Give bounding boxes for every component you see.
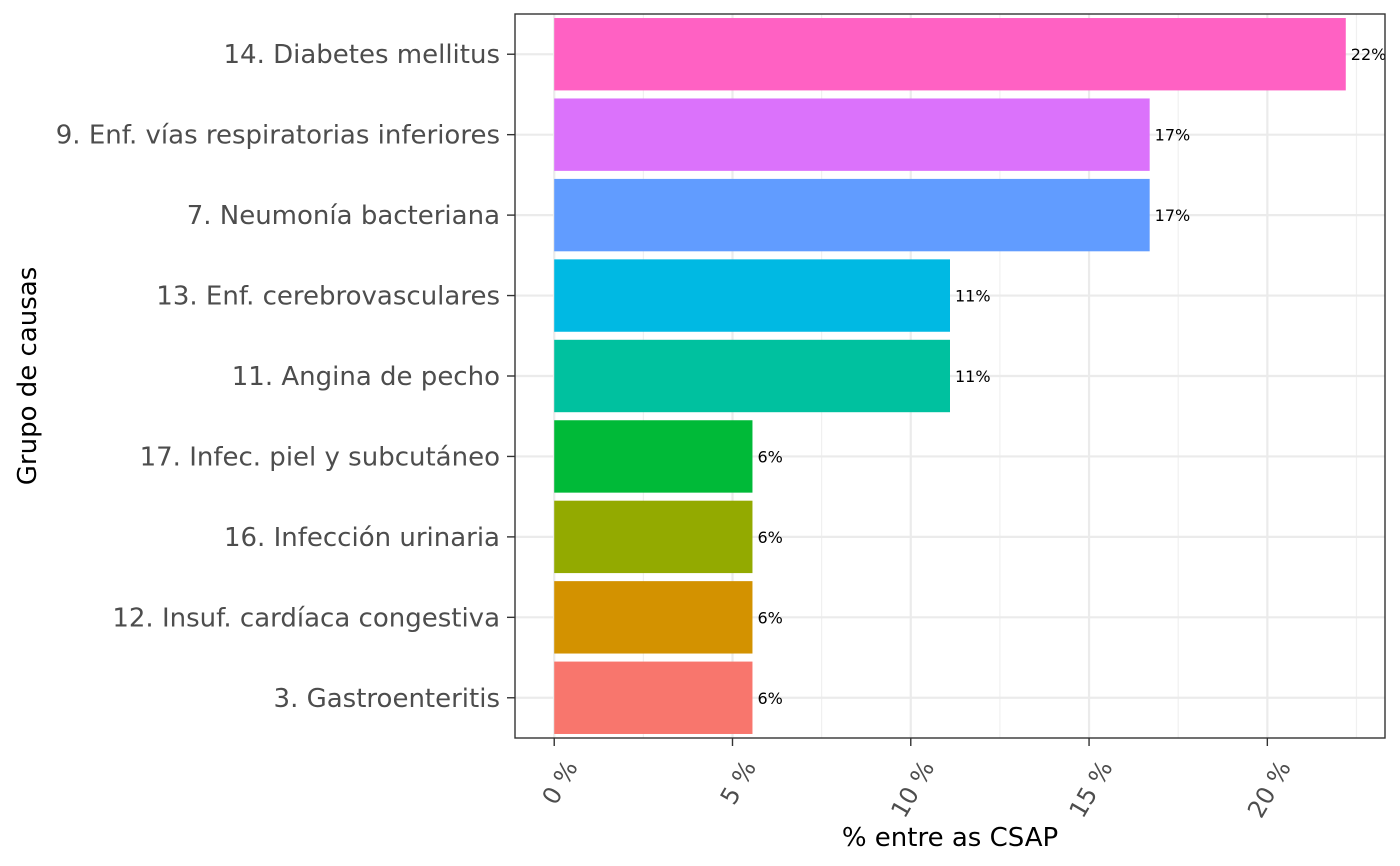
category-label: 3. Gastroenteritis [274,684,500,714]
bar [554,339,950,413]
bar [554,661,753,734]
bar [554,18,1346,91]
bars-group [554,18,1346,734]
category-label: 13. Enf. cerebrovasculares [156,282,500,312]
data-labels-group: 22% 17% 17% 11% 11% 6% 6% 6% 6% [757,45,1386,708]
bar-value-label: 6% [757,447,782,466]
bar [554,420,753,493]
bar [554,98,1150,171]
category-label: 16. Infección urinaria [224,523,500,553]
bar [554,178,1150,252]
category-label: 14. Diabetes mellitus [223,40,500,70]
category-label: 9. Enf. vías respiratorias inferiores [56,121,500,151]
y-axis-title: Grupo de causas [13,267,43,486]
bar [554,259,950,332]
bar-value-label: 6% [757,528,782,547]
bar-value-label: 22% [1351,45,1387,64]
category-labels-group: 14. Diabetes mellitus 9. Enf. vías respir… [56,40,515,714]
bar [554,581,753,654]
bar [554,500,753,574]
bar-value-label: 6% [757,689,782,708]
category-label: 11. Angina de pecho [232,362,500,392]
bar-value-label: 17% [1155,126,1191,145]
bar-value-label: 11% [955,287,991,306]
bar-value-label: 17% [1155,206,1191,225]
category-label: 12. Insuf. cardíaca congestiva [112,603,500,633]
category-label: 17. Infec. piel y subcutáneo [140,442,500,472]
bar-value-label: 11% [955,367,991,386]
x-axis-title: % entre as CSAP [842,823,1058,853]
category-label: 7. Neumonía bacteriana [187,201,500,231]
bar-value-label: 6% [757,608,782,627]
